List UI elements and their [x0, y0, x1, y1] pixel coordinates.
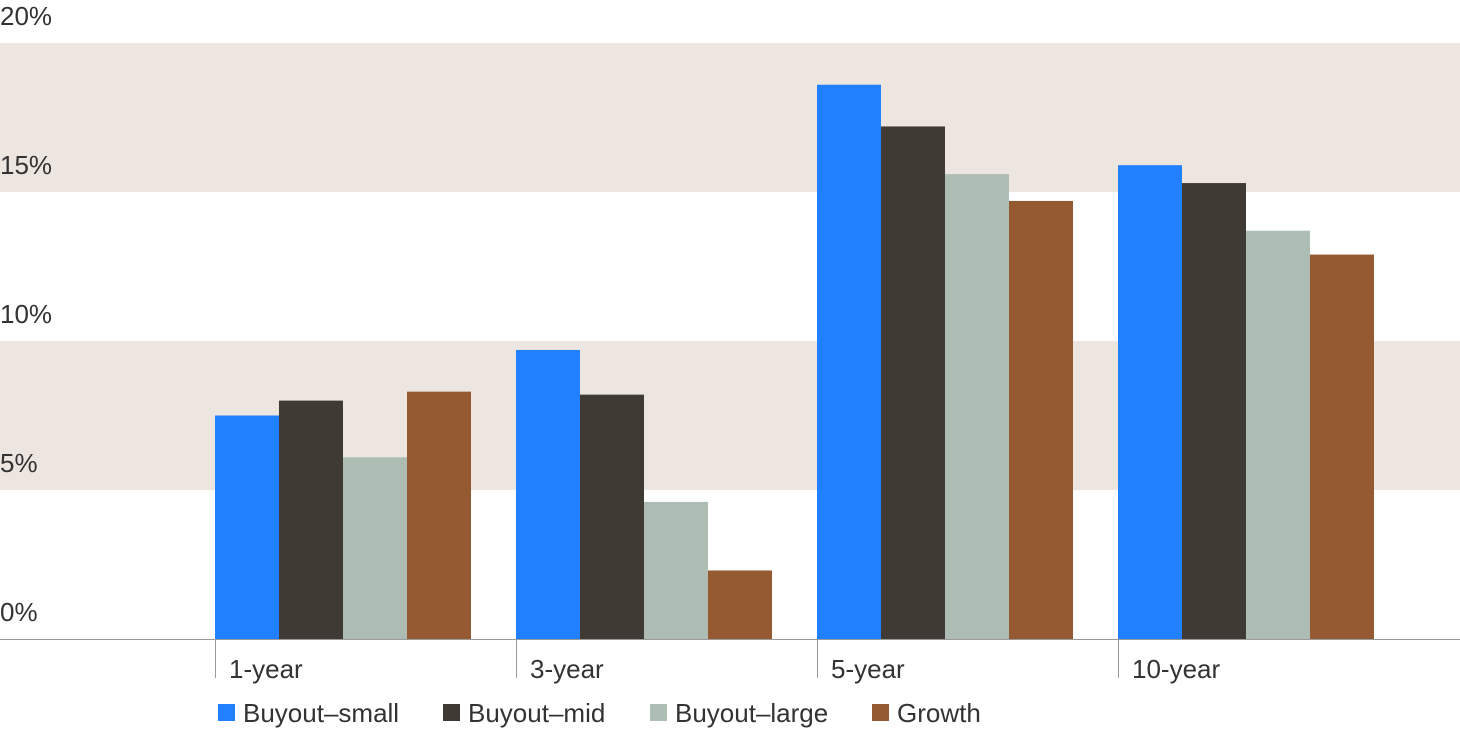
bar [881, 126, 945, 639]
y-tick-label: 15% [0, 150, 52, 180]
bar [1182, 183, 1246, 639]
x-axis [0, 639, 1460, 678]
bar [580, 394, 644, 639]
x-tick-label: 10-year [1132, 654, 1220, 684]
legend-item: Buyout–large [650, 698, 828, 728]
bar [1246, 230, 1310, 640]
legend-item: Buyout–mid [443, 698, 605, 728]
y-tick-label: 20% [0, 1, 52, 31]
legend-item: Growth [872, 698, 981, 728]
y-tick-label: 10% [0, 299, 52, 329]
legend-swatch [650, 704, 667, 721]
legend-label: Growth [897, 698, 981, 728]
bar [945, 174, 1009, 639]
legend-item: Buyout–small [218, 698, 399, 728]
bar [343, 457, 407, 639]
bar [644, 501, 708, 639]
bar [407, 391, 471, 639]
grid-band [0, 43, 1460, 192]
legend-swatch [443, 704, 460, 721]
legend-swatch [872, 704, 889, 721]
bar [516, 349, 580, 639]
bar [279, 400, 343, 639]
x-tick-label: 5-year [831, 654, 905, 684]
x-axis-labels: 1-year 3-year 5-year 10-year [229, 654, 1220, 684]
legend-label: Buyout–small [243, 698, 399, 728]
x-tick-label: 1-year [229, 654, 303, 684]
bar [1118, 165, 1182, 639]
legend: Buyout–small Buyout–mid Buyout–large Growth [218, 698, 981, 728]
bars [215, 84, 1374, 640]
x-tick-label: 3-year [530, 654, 604, 684]
y-tick-label: 5% [0, 448, 38, 478]
legend-label: Buyout–mid [468, 698, 605, 728]
bar [1009, 200, 1073, 639]
bar [1310, 254, 1374, 639]
y-axis-ticks: 0% 5% 10% 15% 20% [0, 1, 52, 627]
bar [708, 570, 772, 639]
y-tick-label: 0% [0, 597, 38, 627]
legend-label: Buyout–large [675, 698, 828, 728]
legend-swatch [218, 704, 235, 721]
bar [817, 84, 881, 640]
bar [215, 415, 279, 639]
